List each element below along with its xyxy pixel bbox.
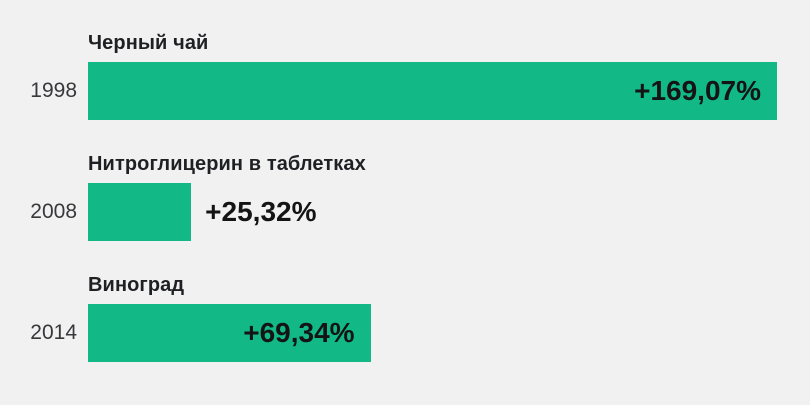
bar-value-label: +169,07% [634, 75, 761, 106]
bar-label: Черный чай [88, 32, 209, 54]
year-tick-label: 1998 [30, 79, 77, 102]
bar-value-label: +69,34% [243, 317, 355, 348]
bar-value-label: +25,32% [205, 196, 317, 227]
bar-label: Нитроглицерин в таблетках [88, 153, 366, 175]
chart-row-2008: Нитроглицерин в таблетках 2008 +25,32% [0, 152, 810, 241]
bar-label: Виноград [88, 274, 185, 296]
year-tick-label: 2014 [30, 321, 77, 344]
bar-track: +169,07% [88, 62, 777, 120]
bar-track: +25,32% [88, 183, 777, 241]
bar-2008 [88, 183, 192, 241]
bar-2014: +69,34% [88, 304, 371, 362]
year-tick-label: 2008 [30, 200, 77, 223]
chart-row-2014: Виноград 2014 +69,34% [0, 273, 810, 362]
chart-row-1998: Черный чай 1998 +169,07% [0, 31, 810, 120]
bar-track: +69,34% [88, 304, 777, 362]
bar-1998: +169,07% [88, 62, 777, 120]
